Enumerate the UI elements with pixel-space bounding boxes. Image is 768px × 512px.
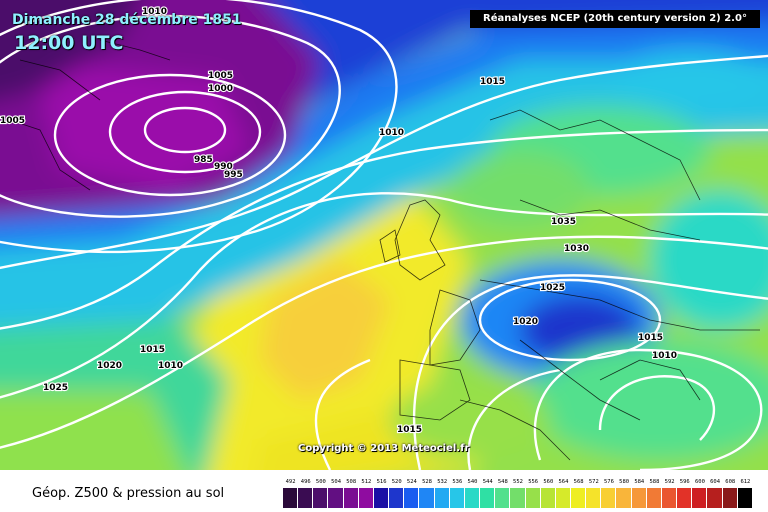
scale-label: 588: [649, 479, 660, 485]
scale-swatch: [555, 488, 571, 508]
map-canvas: 1010 1005 1000 985 990 995 1005 1015 101…: [0, 0, 768, 470]
scale-swatch: [404, 488, 420, 508]
scale-swatch: [434, 488, 450, 508]
isobar-labels: 1010 1005 1000 985 990 995 1005 1015 101…: [0, 6, 678, 436]
scale-label: 524: [406, 479, 417, 485]
scale-label: 556: [528, 479, 539, 485]
scale-label: 500: [315, 479, 326, 485]
isobar-label: 985: [194, 155, 213, 165]
scale-label: 536: [452, 479, 463, 485]
scale-swatch: [540, 488, 556, 508]
scale-label: 600: [694, 479, 705, 485]
color-scale: 492 496 500 504 508 512 516 520 524 528 532 536 540 5…: [283, 478, 753, 508]
scale-label: 544: [482, 479, 493, 485]
scale-swatch: [480, 488, 496, 508]
coastlines: [9, 39, 760, 461]
scale-swatch: [570, 488, 587, 508]
isobar-label: 1010: [652, 351, 677, 361]
isobar-label: 995: [224, 170, 243, 180]
scale-swatch: [464, 488, 481, 508]
scale-swatch: [525, 488, 541, 508]
scale-swatch: [737, 488, 753, 508]
scale-swatch: [707, 488, 723, 508]
isobar-label: 1005: [0, 116, 25, 126]
scale-swatch: [631, 488, 647, 508]
scale-label: 568: [573, 479, 584, 485]
scale-swatch: [601, 488, 617, 508]
scale-label: 584: [634, 479, 645, 485]
map-date-title: Dimanche 28 décembre 1851: [12, 12, 242, 28]
scale-label: 548: [497, 479, 508, 485]
scale-label: 564: [558, 479, 569, 485]
scale-label: 508: [346, 479, 357, 485]
weather-map: 1010 1005 1000 985 990 995 1005 1015 101…: [0, 0, 768, 470]
scale-swatch: [722, 488, 738, 508]
scale-label: 608: [725, 479, 736, 485]
scale-label: 592: [664, 479, 675, 485]
legend-bar: Géop. Z500 & pression au sol 492 496 500 50…: [0, 470, 768, 512]
scale-label: 552: [513, 479, 523, 485]
scale-swatch: [419, 488, 435, 508]
isobar-label: 1030: [564, 244, 589, 254]
scale-swatch: [313, 488, 329, 508]
scale-swatch: [449, 488, 465, 508]
scale-label: 496: [300, 479, 311, 485]
scale-label: 492: [285, 479, 296, 485]
scale-label: 596: [679, 479, 690, 485]
scale-swatch: [389, 488, 405, 508]
isobar-label: 1020: [97, 361, 122, 371]
scale-label: 560: [543, 479, 554, 485]
scale-swatch: [646, 488, 662, 508]
scale-label: 516: [376, 479, 387, 485]
scale-swatch: [692, 488, 708, 508]
scale-swatch: [661, 488, 678, 508]
scale-label: 604: [710, 479, 721, 485]
scale-label: 576: [603, 479, 614, 485]
color-scale-labels: 492 496 500 504 508 512 516 520 524 528 532 536 540 5…: [283, 478, 753, 488]
isobar-label: 1005: [208, 71, 233, 81]
scale-swatch: [373, 488, 390, 508]
map-time-title: 12:00 UTC: [14, 32, 124, 54]
scale-swatch: [616, 488, 632, 508]
isobar-label: 1010: [158, 361, 183, 371]
scale-swatch: [328, 488, 344, 508]
isobar-label: 1000: [208, 84, 233, 94]
scale-label: 528: [422, 479, 432, 485]
legend-caption: Géop. Z500 & pression au sol: [32, 486, 225, 501]
scale-label: 532: [437, 479, 448, 485]
isobar-label: 1015: [140, 345, 165, 355]
geopotential-field: [0, 0, 768, 470]
scale-label: 580: [619, 479, 630, 485]
isobar-label: 1035: [551, 217, 576, 227]
scale-label: 572: [588, 479, 599, 485]
scale-label: 504: [331, 479, 342, 485]
scale-swatch: [358, 488, 374, 508]
isobar-label: 1010: [142, 7, 167, 17]
isobar-label: 1015: [638, 333, 663, 343]
scale-swatch: [677, 488, 693, 508]
source-banner: Réanalyses NCEP (20th century version 2)…: [470, 10, 760, 28]
scale-swatch: [510, 488, 526, 508]
scale-label: 512: [361, 479, 372, 485]
isobar-label: 1010: [379, 128, 404, 138]
isobar-label: 1015: [480, 77, 505, 87]
scale-swatch: [586, 488, 602, 508]
isobar-label: 990: [214, 162, 233, 172]
scale-swatch: [298, 488, 314, 508]
isobar-label: 1020: [513, 317, 538, 327]
copyright-notice: Copyright © 2013 Meteociel.fr: [298, 443, 470, 454]
scale-swatch: [343, 488, 359, 508]
scale-swatch: [283, 488, 299, 508]
scale-swatch: [495, 488, 511, 508]
isobar-lines: [0, 0, 768, 470]
scale-label: 520: [391, 479, 402, 485]
isobar-label: 1015: [397, 425, 422, 435]
isobar-label: 1025: [43, 383, 68, 393]
color-scale-cells: [283, 488, 753, 508]
isobar-label: 1025: [540, 283, 565, 293]
scale-label: 612: [740, 479, 751, 485]
scale-label: 540: [467, 479, 478, 485]
